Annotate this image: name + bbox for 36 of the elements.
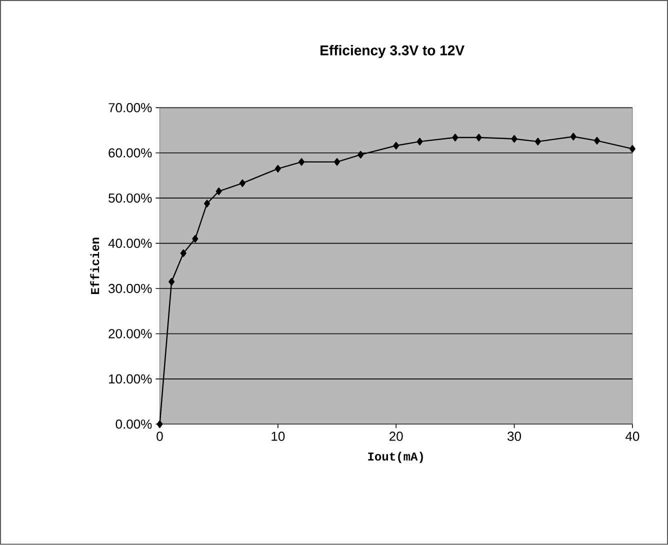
y-tick-label: 50.00% — [108, 194, 152, 203]
chart-title: Efficiency 3.3V to 12V — [320, 45, 464, 58]
y-tick-label: 0.00% — [116, 420, 152, 429]
point — [393, 142, 400, 150]
point — [534, 138, 541, 146]
y-tick-label: 60.00% — [108, 148, 152, 158]
point — [168, 278, 175, 286]
point — [476, 134, 482, 142]
point — [298, 158, 305, 166]
y-tick-label: 70.00% — [108, 103, 152, 112]
point — [570, 132, 576, 140]
point — [180, 250, 186, 258]
point — [216, 188, 222, 196]
point — [334, 158, 340, 166]
y-tick-label: 20.00% — [108, 329, 152, 338]
y-tick-label: 30.00% — [108, 284, 152, 294]
point — [274, 164, 281, 173]
x-tick-label: 20 — [390, 432, 403, 441]
point — [594, 136, 600, 145]
point — [416, 138, 423, 146]
point — [204, 200, 210, 208]
y-tick-label: 10.00% — [109, 374, 152, 384]
y-axis-title: Efficien — [90, 238, 100, 294]
point — [511, 135, 518, 143]
point — [156, 420, 163, 428]
point — [629, 145, 636, 153]
point — [452, 134, 458, 142]
y-tick-label: 40.00% — [108, 238, 152, 248]
x-axis-title: Iout(mA) — [368, 452, 423, 464]
x-tick-label: 40 — [626, 432, 640, 441]
point — [192, 235, 198, 243]
x-tick-label: 30 — [508, 432, 522, 441]
x-tick-label: 10 — [272, 432, 285, 441]
point — [239, 179, 246, 188]
point — [358, 150, 364, 159]
x-tick-label: 0 — [156, 432, 163, 441]
